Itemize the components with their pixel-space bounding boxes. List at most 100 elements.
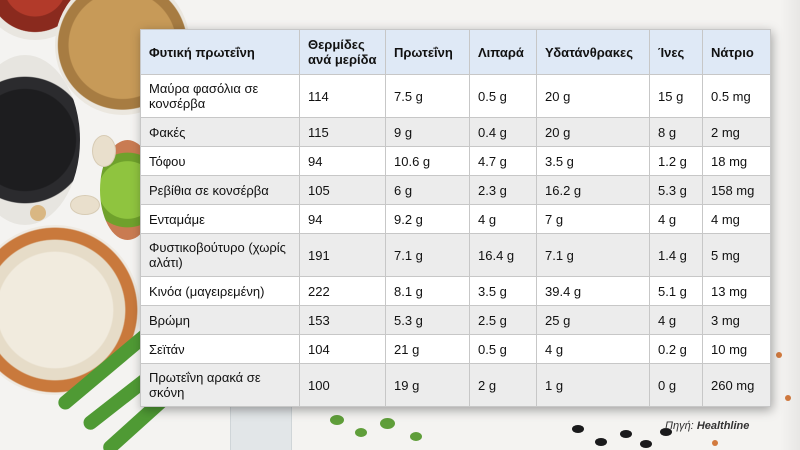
lentil [712,440,718,446]
header-calories: Θερμίδες ανά μερίδα [299,29,386,75]
sprout [330,415,344,425]
cell-protein: 5.3 g [385,305,470,335]
cell-sodium: 0.5 mg [702,74,771,118]
cell-sodium: 18 mg [702,146,771,176]
white-beans-bowl [0,225,140,395]
table-row: Τόφου 94 10.6 g 4.7 g 3.5 g 1.2 g 18 mg [140,146,771,176]
black-bean [660,428,672,436]
cell-sodium: 260 mg [702,363,771,407]
cell-calories: 94 [299,146,386,176]
cell-fat: 0.5 g [469,74,537,118]
cell-food: Πρωτεΐνη αρακά σε σκόνη [140,363,300,407]
cell-sodium: 10 mg [702,334,771,364]
cell-protein: 7.1 g [385,233,470,277]
cell-fat: 2.5 g [469,305,537,335]
cell-food: Μαύρα φασόλια σε κονσέρβα [140,74,300,118]
cell-carbs: 1 g [536,363,650,407]
cell-fat: 4.7 g [469,146,537,176]
source-name: Healthline [696,420,750,432]
cell-food: Τόφου [140,146,300,176]
cell-calories: 191 [299,233,386,277]
cell-sodium: 158 mg [702,175,771,205]
cell-protein: 9 g [385,117,470,147]
cell-calories: 100 [299,363,386,407]
black-bean [640,440,652,448]
cell-protein: 7.5 g [385,74,470,118]
cell-protein: 9.2 g [385,204,470,234]
table-row: Ενταμάμε 94 9.2 g 4 g 7 g 4 g 4 mg [140,204,771,234]
cell-fat: 0.4 g [469,117,537,147]
cell-calories: 104 [299,334,386,364]
cell-calories: 115 [299,117,386,147]
source-label: Πηγή: [665,420,694,432]
cell-fiber: 8 g [649,117,703,147]
cell-carbs: 7 g [536,204,650,234]
cell-carbs: 39.4 g [536,276,650,306]
plant-protein-table: Φυτική πρωτεΐνη Θερμίδες ανά μερίδα Πρωτ… [140,29,771,407]
cell-sodium: 13 mg [702,276,771,306]
header-fiber: Ίνες [649,29,703,75]
cell-sodium: 2 mg [702,117,771,147]
lentil [785,395,791,401]
cell-carbs: 20 g [536,74,650,118]
header-fat: Λιπαρά [469,29,537,75]
cell-food: Κινόα (μαγειρεμένη) [140,276,300,306]
cell-calories: 105 [299,175,386,205]
cell-carbs: 4 g [536,334,650,364]
cell-protein: 19 g [385,363,470,407]
cell-protein: 10.6 g [385,146,470,176]
header-protein: Πρωτεΐνη [385,29,470,75]
table-row: Σεϊτάν 104 21 g 0.5 g 4 g 0.2 g 10 mg [140,334,771,364]
cell-calories: 94 [299,204,386,234]
table-row: Φυστικοβούτυρο (χωρίς αλάτι) 191 7.1 g 1… [140,233,771,277]
header-sodium: Νάτριο [702,29,771,75]
cell-calories: 114 [299,74,386,118]
cell-food: Βρώμη [140,305,300,335]
header-plant-protein: Φυτική πρωτεΐνη [140,29,300,75]
cell-calories: 222 [299,276,386,306]
cell-fat: 3.5 g [469,276,537,306]
cell-fat: 2.3 g [469,175,537,205]
cell-protein: 21 g [385,334,470,364]
cell-fiber: 15 g [649,74,703,118]
cell-fiber: 4 g [649,204,703,234]
cell-fiber: 5.1 g [649,276,703,306]
chickpea [30,205,46,221]
cell-fiber: 1.2 g [649,146,703,176]
cell-food: Σεϊτάν [140,334,300,364]
cell-fat: 4 g [469,204,537,234]
cell-fiber: 1.4 g [649,233,703,277]
cell-protein: 6 g [385,175,470,205]
cell-carbs: 16.2 g [536,175,650,205]
cell-carbs: 3.5 g [536,146,650,176]
cell-sodium: 4 mg [702,204,771,234]
nutrition-table-card: Φυτική πρωτεΐνη Θερμίδες ανά μερίδα Πρωτ… [140,29,771,407]
cell-carbs: 7.1 g [536,233,650,277]
cell-food: Ενταμάμε [140,204,300,234]
sprout [380,418,395,429]
sprout [355,428,367,437]
black-bean [572,425,584,433]
cell-sodium: 5 mg [702,233,771,277]
cell-protein: 8.1 g [385,276,470,306]
cell-food: Φακές [140,117,300,147]
table-row: Κινόα (μαγειρεμένη) 222 8.1 g 3.5 g 39.4… [140,276,771,306]
black-bean [595,438,607,446]
bean [70,195,100,215]
cell-fat: 2 g [469,363,537,407]
sprout [410,432,422,441]
header-carbs: Υδατάνθρακες [536,29,650,75]
cell-food: Ρεβίθια σε κονσέρβα [140,175,300,205]
bean [92,135,116,167]
cell-fat: 16.4 g [469,233,537,277]
table-row: Βρώμη 153 5.3 g 2.5 g 25 g 4 g 3 mg [140,305,771,335]
edge-shade [780,0,800,450]
table-row: Φακές 115 9 g 0.4 g 20 g 8 g 2 mg [140,117,771,147]
table-row: Ρεβίθια σε κονσέρβα 105 6 g 2.3 g 16.2 g… [140,175,771,205]
cell-fiber: 0.2 g [649,334,703,364]
cell-calories: 153 [299,305,386,335]
cell-food: Φυστικοβούτυρο (χωρίς αλάτι) [140,233,300,277]
lentil [776,352,782,358]
source-credit: Πηγή: Healthline [665,420,749,432]
table-row: Μαύρα φασόλια σε κονσέρβα 114 7.5 g 0.5 … [140,74,771,118]
